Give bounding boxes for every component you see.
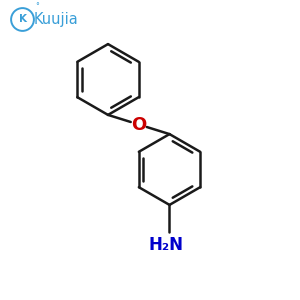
Text: Kuujia: Kuujia: [34, 12, 79, 27]
Text: °: °: [35, 2, 39, 11]
Text: K: K: [19, 14, 26, 25]
Text: H₂N: H₂N: [149, 236, 184, 254]
Text: O: O: [131, 116, 146, 134]
